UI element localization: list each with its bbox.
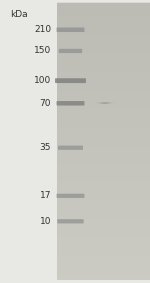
FancyBboxPatch shape (57, 194, 84, 198)
FancyBboxPatch shape (58, 145, 83, 150)
FancyBboxPatch shape (57, 101, 84, 106)
Text: 10: 10 (39, 217, 51, 226)
Bar (57, 3, 150, 280)
Text: 17: 17 (39, 191, 51, 200)
FancyBboxPatch shape (57, 27, 84, 32)
FancyBboxPatch shape (55, 78, 86, 83)
FancyBboxPatch shape (59, 49, 82, 53)
Text: 210: 210 (34, 25, 51, 34)
FancyBboxPatch shape (57, 219, 84, 224)
Text: kDa: kDa (11, 10, 28, 19)
Text: 150: 150 (34, 46, 51, 55)
Text: 70: 70 (39, 99, 51, 108)
Text: 100: 100 (34, 76, 51, 85)
Text: 35: 35 (39, 143, 51, 152)
